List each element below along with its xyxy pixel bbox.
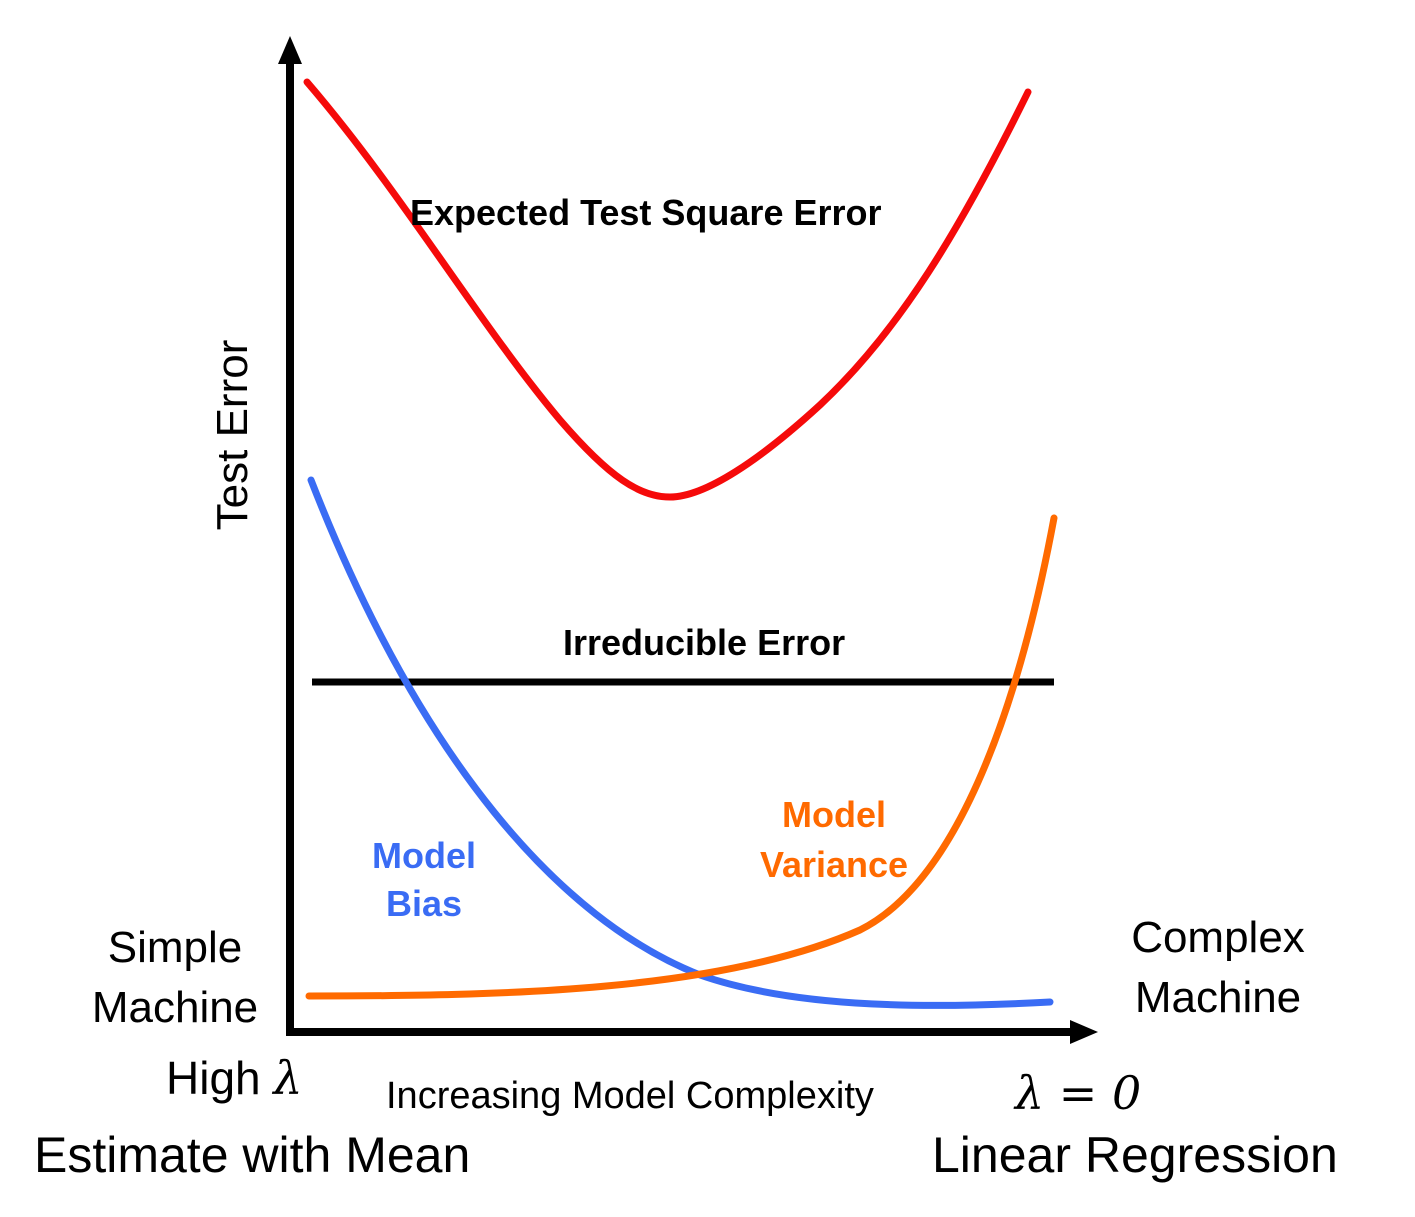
irreducible-error-label: Irreducible Error: [563, 622, 846, 663]
model-variance-label: Model Variance: [744, 790, 924, 890]
lambda-zero-label: λ = 0: [1015, 1066, 1142, 1120]
y-axis-label: Test Error: [208, 339, 257, 531]
expected-test-error-label: Expected Test Square Error: [410, 192, 882, 233]
expected-test-error-curve: [303, 78, 1032, 501]
model-variance-curve: [305, 514, 1058, 1000]
simple-machine-label: Simple Machine: [70, 918, 280, 1038]
model-bias-label-line1: Model: [372, 835, 476, 876]
complex-machine-line2: Machine: [1134, 973, 1302, 1022]
x-axis-arrowhead: [1070, 1020, 1098, 1044]
simple-machine-line2: Machine: [91, 983, 259, 1032]
simple-machine-line1: Simple: [107, 923, 243, 972]
linear-regression-label: Linear Regression: [932, 1127, 1338, 1183]
model-bias-curve: [307, 476, 1054, 1009]
complex-machine-label: Complex Machine: [1108, 908, 1328, 1028]
model-variance-label-line1: Model: [782, 794, 886, 835]
model-variance-label-line2: Variance: [759, 844, 909, 885]
model-bias-label-line2: Bias: [385, 883, 463, 924]
estimate-with-mean-label: Estimate with Mean: [34, 1127, 471, 1183]
high-lambda-label: High λ: [166, 1055, 303, 1101]
x-axis-label: Increasing Model Complexity: [386, 1075, 874, 1117]
high-lambda-symbol: λ: [273, 1051, 303, 1105]
model-bias-label: Model Bias: [364, 832, 484, 928]
high-lambda-text: High: [166, 1052, 261, 1104]
y-axis-arrowhead: [278, 36, 302, 64]
complex-machine-line1: Complex: [1131, 913, 1305, 962]
